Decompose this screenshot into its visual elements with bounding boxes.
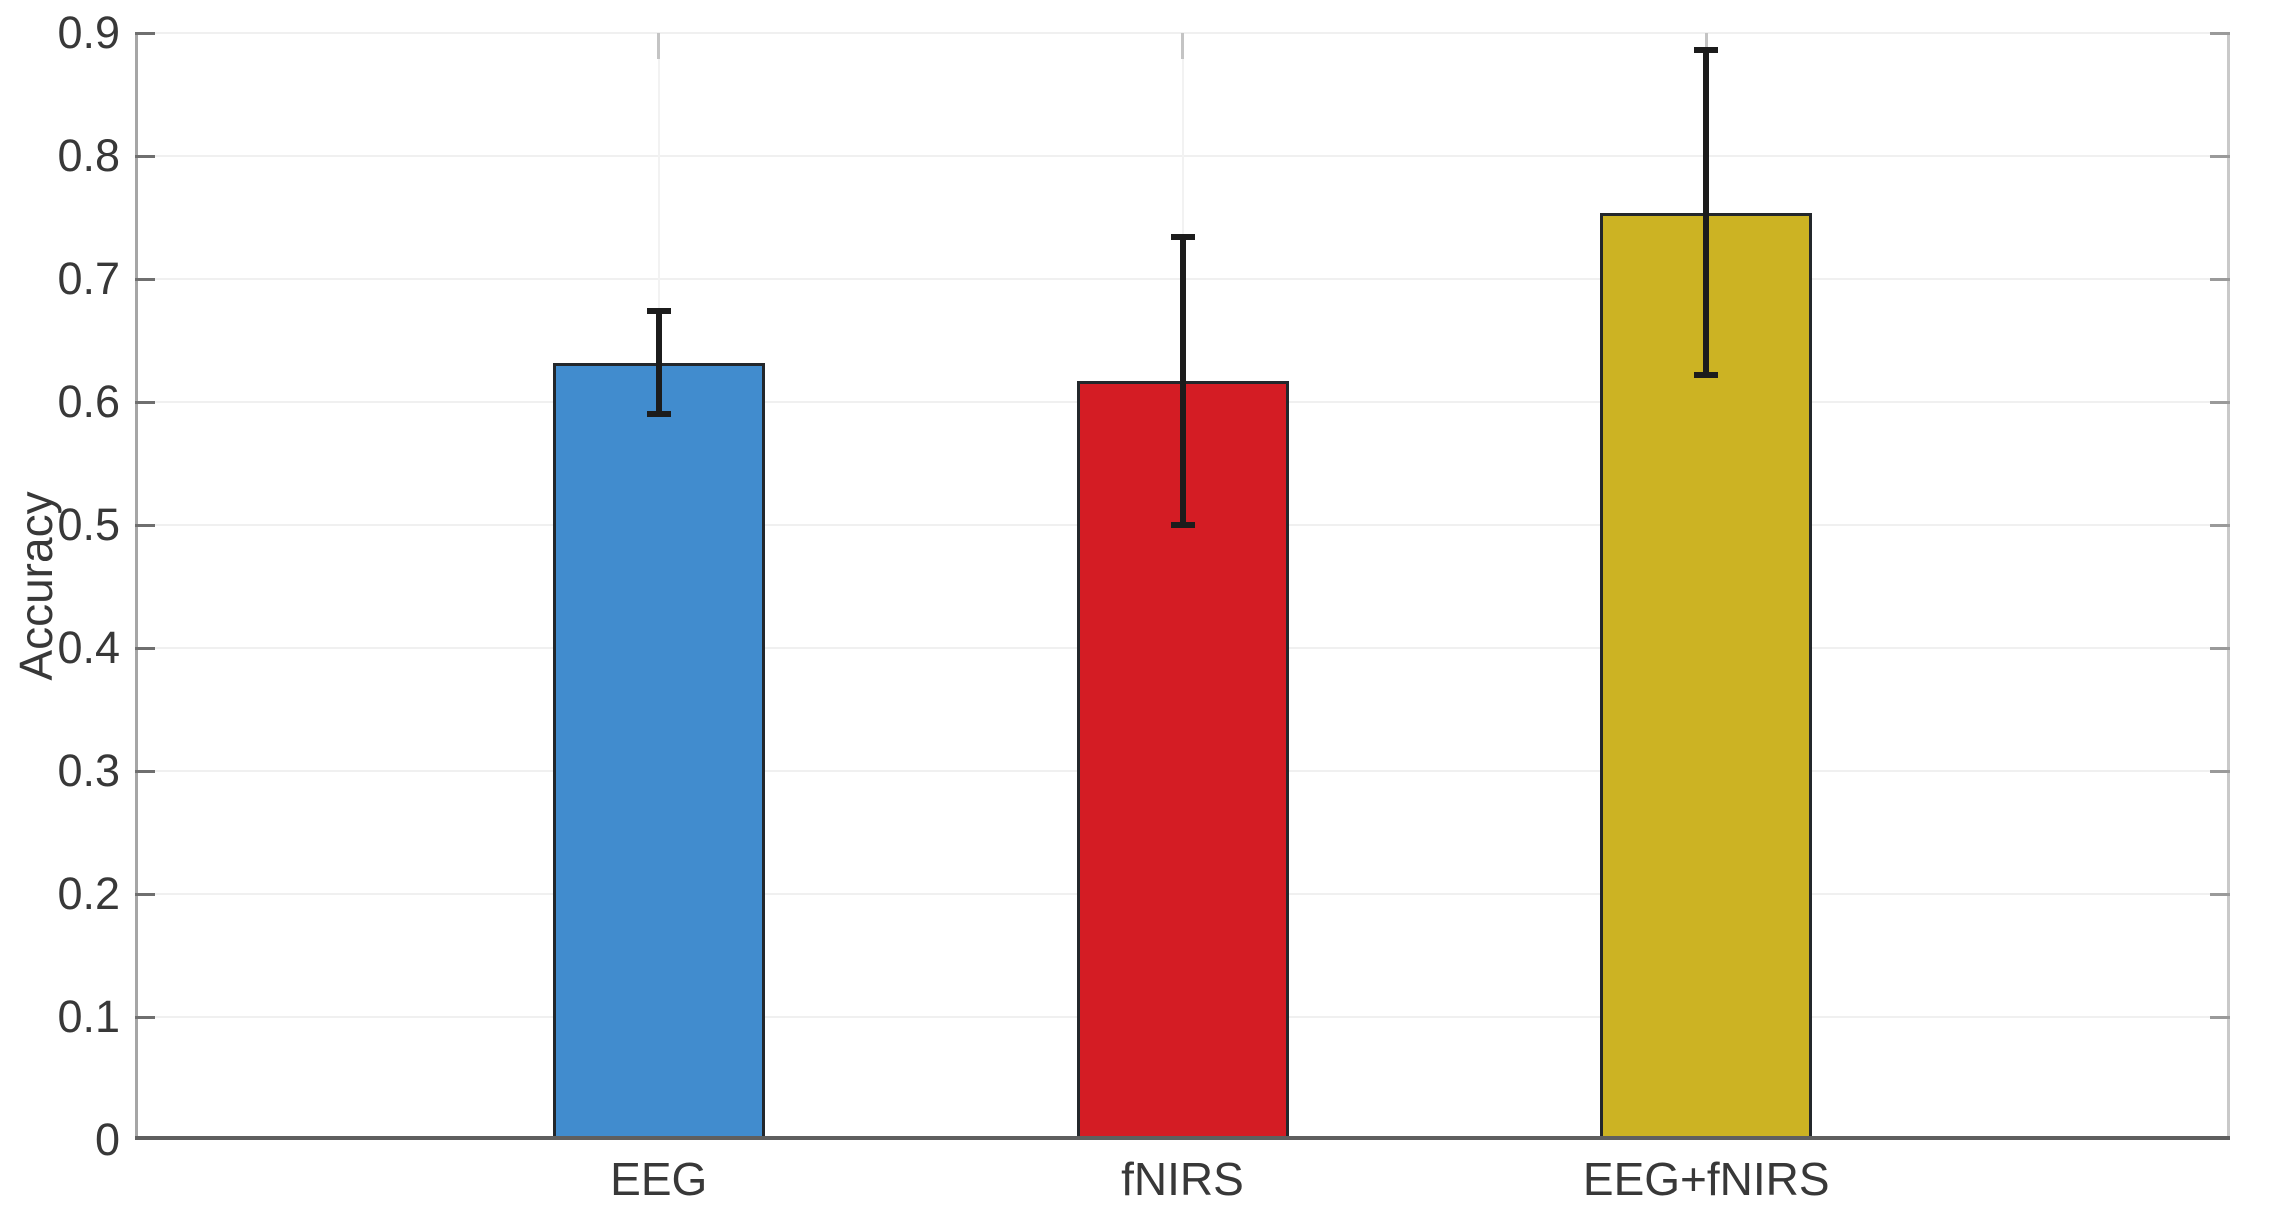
top-tick-eeg (657, 33, 661, 59)
x-tick-label-eeg-fnirs: EEG+fNIRS (1582, 1153, 1830, 1205)
error-bar-fnirs (1179, 237, 1186, 525)
y-tick-right-0.2 (2210, 893, 2230, 896)
y-tick-label-0.2: 0.2 (57, 868, 120, 919)
top-tick-eeg-fnirs (1704, 33, 1708, 59)
y-tick-left-0.6 (135, 401, 155, 404)
y-tick-left-0.7 (135, 278, 155, 281)
error-cap-bottom-eeg-fnirs (1694, 371, 1719, 378)
x-tick-label-eeg: EEG (610, 1153, 708, 1205)
y-tick-right-0.4 (2210, 647, 2230, 650)
y-tick-label-0: 0 (94, 1114, 120, 1165)
error-cap-bottom-eeg (646, 411, 671, 418)
y-tick-left-0.9 (135, 32, 155, 35)
y-tick-left-0.4 (135, 647, 155, 650)
y-axis-line-right (2227, 33, 2230, 1140)
y-tick-left-0.1 (135, 1016, 155, 1019)
y-tick-right-0.3 (2210, 770, 2230, 773)
error-bar-eeg (655, 310, 662, 415)
y-tick-right-0.7 (2210, 278, 2230, 281)
y-tick-right-0.8 (2210, 155, 2230, 158)
y-tick-right-0.1 (2210, 1016, 2230, 1019)
error-cap-top-eeg-fnirs (1694, 47, 1719, 54)
y-tick-label-0.6: 0.6 (57, 376, 120, 427)
y-tick-left-0.3 (135, 770, 155, 773)
y-tick-left-0.8 (135, 155, 155, 158)
bar-eeg-fnirs (1600, 212, 1813, 1140)
error-cap-bottom-fnirs (1170, 522, 1195, 528)
y-tick-label-0.7: 0.7 (57, 253, 120, 304)
error-cap-top-fnirs (1170, 234, 1195, 241)
y-tick-label-0.1: 0.1 (57, 991, 120, 1042)
top-tick-fnirs (1181, 33, 1184, 59)
plot-area (135, 32, 2230, 1140)
error-bar-eeg-fnirs (1703, 50, 1710, 375)
y-axis-label: Accuracy (10, 491, 62, 681)
y-tick-right-0.6 (2210, 401, 2230, 404)
y-tick-label-0.5: 0.5 (57, 499, 120, 550)
y-axis-line-left (135, 33, 138, 1140)
y-tick-label-0.9: 0.9 (57, 7, 120, 58)
y-tick-label-0.3: 0.3 (57, 745, 120, 796)
error-cap-top-eeg (646, 307, 671, 314)
y-tick-label-0.4: 0.4 (57, 622, 120, 673)
x-axis-line (135, 1136, 2230, 1140)
y-tick-left-0.5 (135, 524, 155, 527)
y-tick-left-0.2 (135, 893, 155, 896)
y-tick-right-0.5 (2210, 524, 2230, 527)
x-tick-label-fnirs: fNIRS (1121, 1153, 1244, 1205)
y-tick-right-0.9 (2210, 32, 2230, 35)
bar-eeg (552, 362, 765, 1140)
y-tick-label-0.8: 0.8 (57, 130, 120, 181)
